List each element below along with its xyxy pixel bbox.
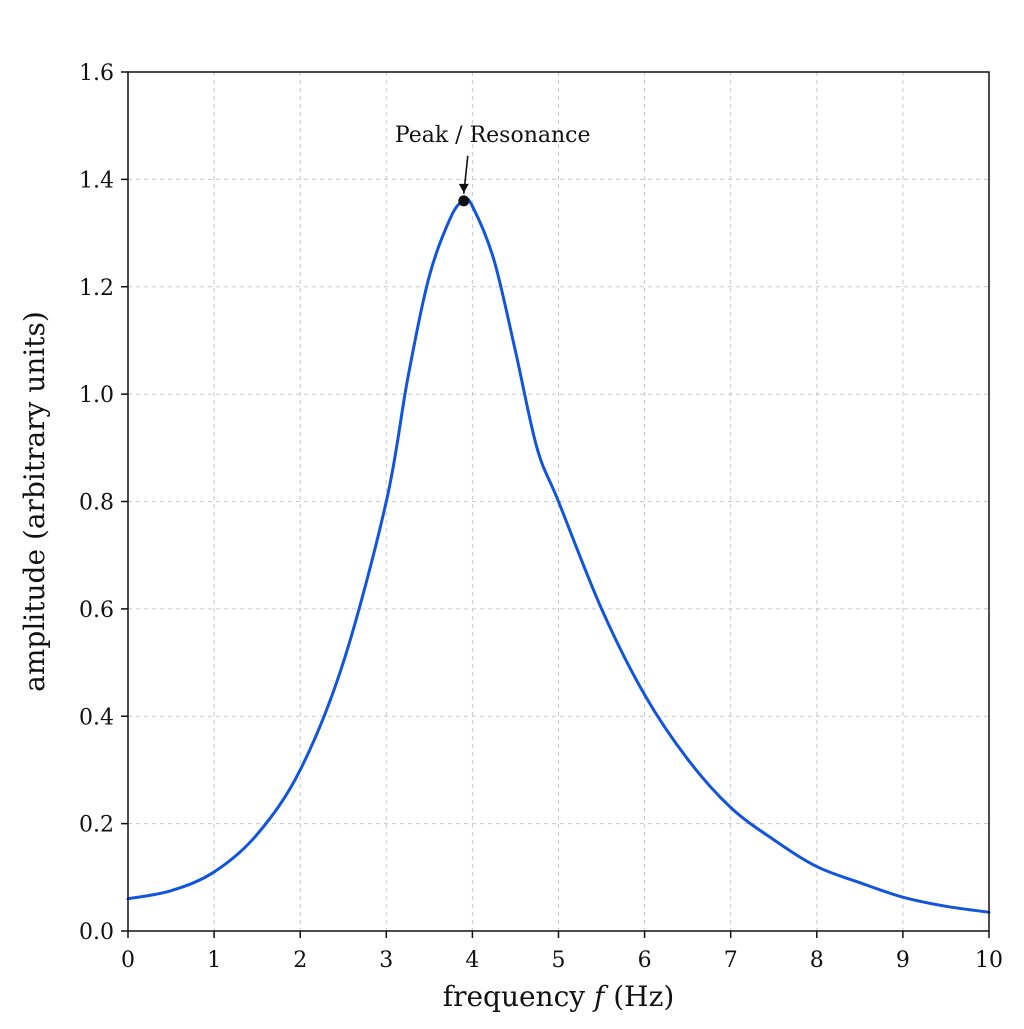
y-tick-label: 1.0 [79,383,114,408]
y-tick-label: 1.2 [79,276,114,301]
y-tick-label: 0.4 [79,705,114,730]
peak-marker [458,195,470,207]
y-tick-label: 0.6 [79,598,114,623]
x-tick-label: 10 [975,948,1003,973]
y-axis-label: amplitude (arbitrary units) [18,311,51,692]
x-tick-label: 0 [121,948,135,973]
series-line [126,197,991,914]
x-tick-label: 8 [810,948,824,973]
y-tick-label: 1.4 [79,168,114,193]
grid-layer [128,72,989,931]
y-tick-label: 0.2 [79,813,114,838]
y-tick-label: 1.6 [79,61,114,86]
y-tick-label: 0.0 [79,920,114,945]
x-tick-label: 6 [638,948,652,973]
x-axis-label: frequency f (Hz) [443,980,675,1013]
peak-annotation-arrowhead [458,183,469,193]
tick-layer: 0 1 2 3 4 5 6 7 8 9 10 0.0 0.2 0.4 0.6 0.8 1.0 1.2 1.4 1.6 [79,61,1003,973]
x-axis-label-suffix: (Hz) [604,980,674,1013]
x-tick-label: 4 [465,948,479,973]
y-tick-label: 0.8 [79,491,114,516]
x-tick-label: 2 [293,948,307,973]
x-tick-label: 7 [724,948,738,973]
annotation-layer: Peak / Resonance [395,123,591,207]
x-tick-label: 5 [552,948,566,973]
x-tick-label: 9 [896,948,910,973]
peak-annotation-label: Peak / Resonance [395,123,591,148]
x-tick-label: 3 [379,948,393,973]
x-tick-label: 1 [207,948,221,973]
x-axis-label-prefix: frequency [443,980,594,1013]
series-layer [126,197,991,914]
